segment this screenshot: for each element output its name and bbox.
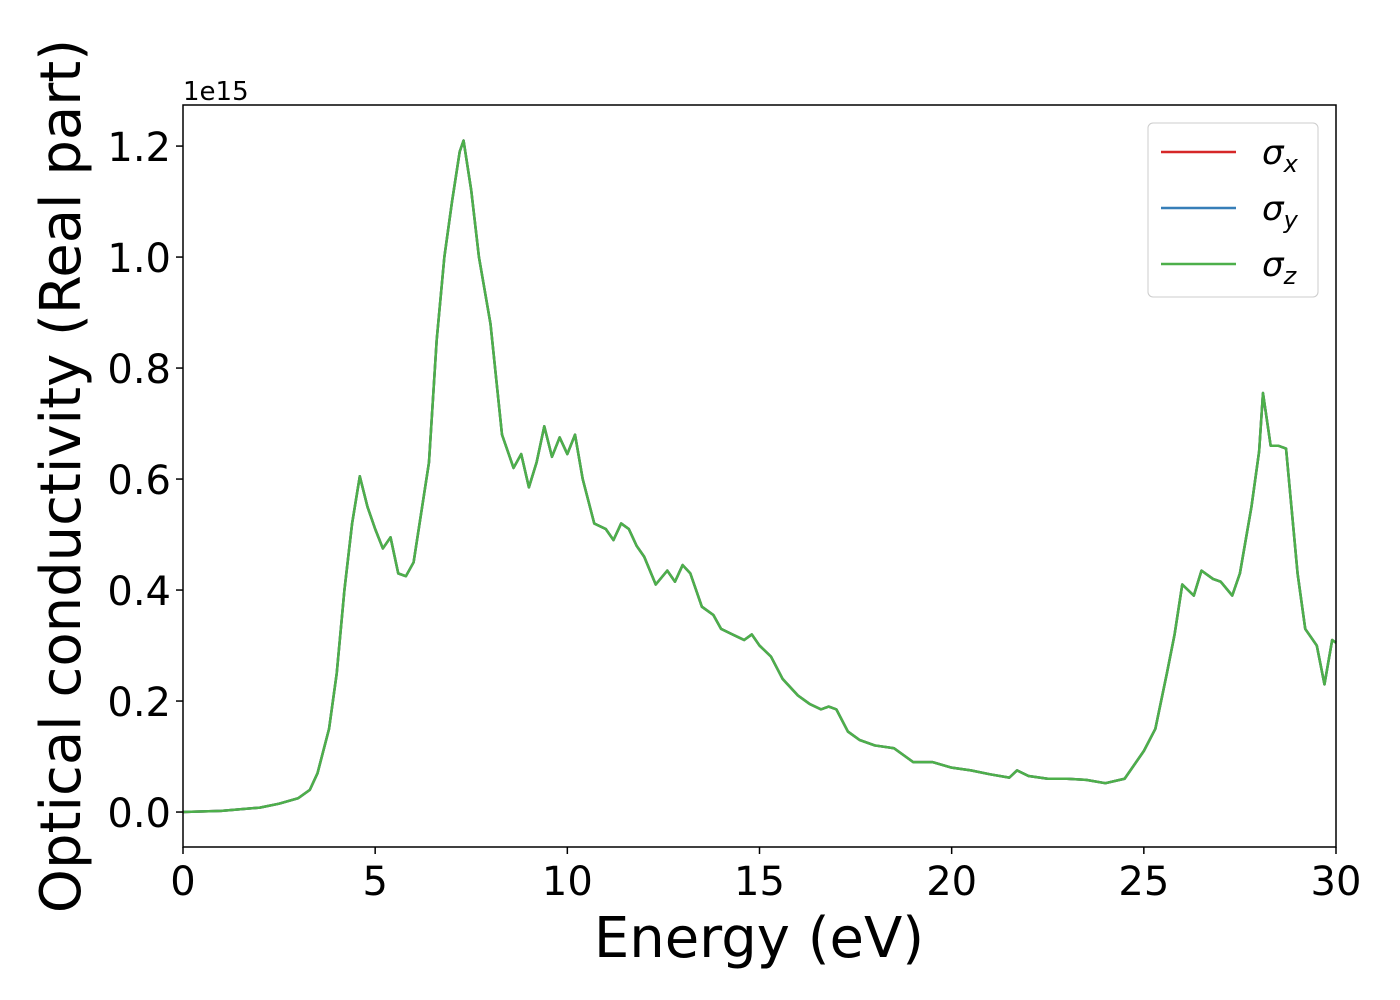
legend-box (1147, 122, 1319, 298)
legend-label: σz (1262, 245, 1298, 290)
x-axis-label: Energy (eV) (594, 906, 924, 971)
y-axis-label: Optical conductivity (Real part) (29, 39, 94, 913)
legend-label: σy (1262, 189, 1299, 234)
y-tick-label: 1.0 (107, 236, 171, 282)
legend-label: σx (1262, 133, 1299, 178)
series-line (182, 139, 1337, 814)
legend: σx σy σz (1147, 122, 1319, 298)
y-tick-label: 0.4 (107, 569, 171, 615)
x-tick-label: 10 (542, 859, 593, 905)
y-tick-label: 0.0 (107, 791, 171, 837)
y-offset-label: 1e15 (183, 77, 249, 107)
x-tick-label: 5 (362, 859, 387, 905)
plot-frame (182, 104, 1337, 848)
y-tick-label: 1.2 (107, 125, 171, 171)
y-tick-label: 0.2 (107, 680, 171, 726)
x-tick-label: 15 (734, 859, 785, 905)
y-tick-label: 0.8 (107, 347, 171, 393)
x-tick-label: 25 (1118, 859, 1169, 905)
x-tick-label: 30 (1311, 859, 1362, 905)
x-tick-label: 0 (170, 859, 195, 905)
y-tick-label: 0.6 (107, 458, 171, 504)
x-tick-label: 20 (926, 859, 977, 905)
